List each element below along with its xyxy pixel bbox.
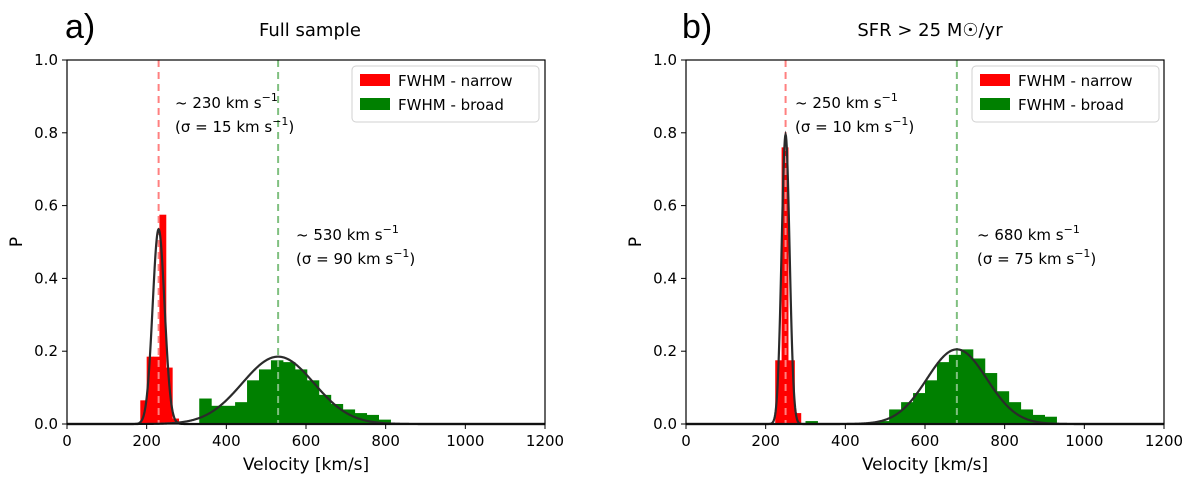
x-tick-label: 600 (911, 432, 940, 450)
bar-narrow (159, 214, 167, 424)
bar-broad (270, 360, 284, 424)
x-tick-label: 400 (831, 432, 860, 450)
x-tick-label: 400 (212, 432, 241, 450)
x-tick-label: 1000 (446, 432, 484, 450)
bar-broad (913, 393, 926, 424)
x-tick-label: 200 (751, 432, 780, 450)
bar-broad (960, 349, 974, 424)
y-tick-label: 0.2 (34, 342, 58, 360)
legend-label-broad: FWHM - broad (1018, 96, 1124, 114)
bar-narrow (153, 356, 160, 424)
bar-broad (936, 362, 950, 424)
narrow-peak-annotation: ~ 230 km s−1 (175, 91, 278, 112)
chart-title: SFR > 25 M☉/yr (857, 20, 1003, 41)
bar-broad (294, 369, 308, 424)
y-tick-label: 0.8 (653, 124, 677, 142)
legend-swatch-broad (980, 98, 1010, 110)
bar-broad (984, 373, 998, 424)
x-tick-label: 1000 (1065, 432, 1103, 450)
bar-broad (306, 380, 320, 424)
y-tick-label: 0.4 (653, 269, 677, 287)
y-tick-label: 0.8 (34, 124, 58, 142)
bar-broad (223, 405, 236, 424)
bar-broad (378, 419, 391, 424)
x-tick-label: 600 (292, 432, 321, 450)
panel-b: b) SFR > 25 M☉/yr 0 200 400 600 800 1000 1200 0.0… (626, 8, 1183, 475)
bar-broad (247, 380, 260, 424)
legend-label-narrow: FWHM - narrow (1018, 72, 1133, 90)
broad-peak-annotation: ~ 530 km s−1 (296, 223, 399, 244)
x-tick-label: 200 (132, 432, 161, 450)
bar-broad (925, 380, 938, 424)
narrow-sigma-annotation: (σ = 10 km s−1) (795, 115, 914, 136)
bar-broad (1032, 414, 1045, 424)
x-tick-label: 0 (62, 432, 72, 450)
y-tick-label: 1.0 (653, 51, 677, 69)
legend-swatch-narrow (980, 74, 1010, 86)
legend-label-narrow: FWHM - narrow (398, 72, 513, 90)
bar-broad (1044, 416, 1057, 424)
bar-broad (366, 414, 379, 424)
x-tick-label: 800 (371, 432, 400, 450)
legend-label-broad: FWHM - broad (398, 96, 504, 114)
bar-broad (318, 394, 332, 424)
y-tick-label: 0.6 (653, 197, 677, 215)
x-axis-label: Velocity [km/s] (862, 455, 988, 475)
y-tick-label: 0.0 (653, 415, 677, 433)
broad-peak-annotation: ~ 680 km s−1 (977, 223, 1080, 244)
bar-broad (258, 369, 272, 424)
y-tick-label: 0.4 (34, 269, 58, 287)
legend-box (971, 65, 1160, 123)
bar-broad (948, 354, 962, 424)
bar-narrow (165, 367, 173, 424)
panel-label: a) (65, 8, 95, 46)
panel-label: b) (682, 8, 712, 46)
legend-swatch-narrow (360, 74, 390, 86)
narrow-sigma-annotation: (σ = 15 km s−1) (175, 115, 294, 136)
bar-narrow (781, 147, 789, 425)
broad-sigma-annotation: (σ = 90 km s−1) (296, 247, 415, 268)
bar-broad (235, 402, 248, 424)
panel-a: a) Full sample 0 200 400 600 800 1000 1200 0.0 0.2… (7, 8, 564, 475)
bar-narrow (775, 360, 783, 424)
y-tick-label: 1.0 (34, 51, 58, 69)
y-tick-label: 0.0 (34, 415, 58, 433)
x-tick-label: 0 (681, 432, 691, 450)
x-axis-label: Velocity [km/s] (243, 455, 369, 475)
bar-broad (972, 358, 986, 424)
x-tick-label: 1200 (526, 432, 564, 450)
y-tick-label: 0.2 (653, 342, 677, 360)
y-axis-label: P (7, 237, 27, 247)
broad-sigma-annotation: (σ = 75 km s−1) (977, 247, 1096, 268)
bar-narrow (146, 356, 154, 424)
x-tick-label: 1200 (1145, 432, 1183, 450)
x-tick-label: 800 (990, 432, 1019, 450)
bar-narrow (787, 360, 795, 424)
legend-swatch-broad (360, 98, 390, 110)
y-tick-label: 0.6 (34, 197, 58, 215)
bar-broad (996, 391, 1010, 424)
legend-box (351, 65, 540, 123)
y-axis-label: P (626, 237, 646, 247)
bar-broad (805, 421, 818, 424)
bar-broad (877, 421, 890, 424)
bar-broad (199, 398, 212, 424)
chart-title: Full sample (259, 20, 361, 41)
narrow-peak-annotation: ~ 250 km s−1 (795, 91, 898, 112)
bar-broad (282, 362, 296, 424)
